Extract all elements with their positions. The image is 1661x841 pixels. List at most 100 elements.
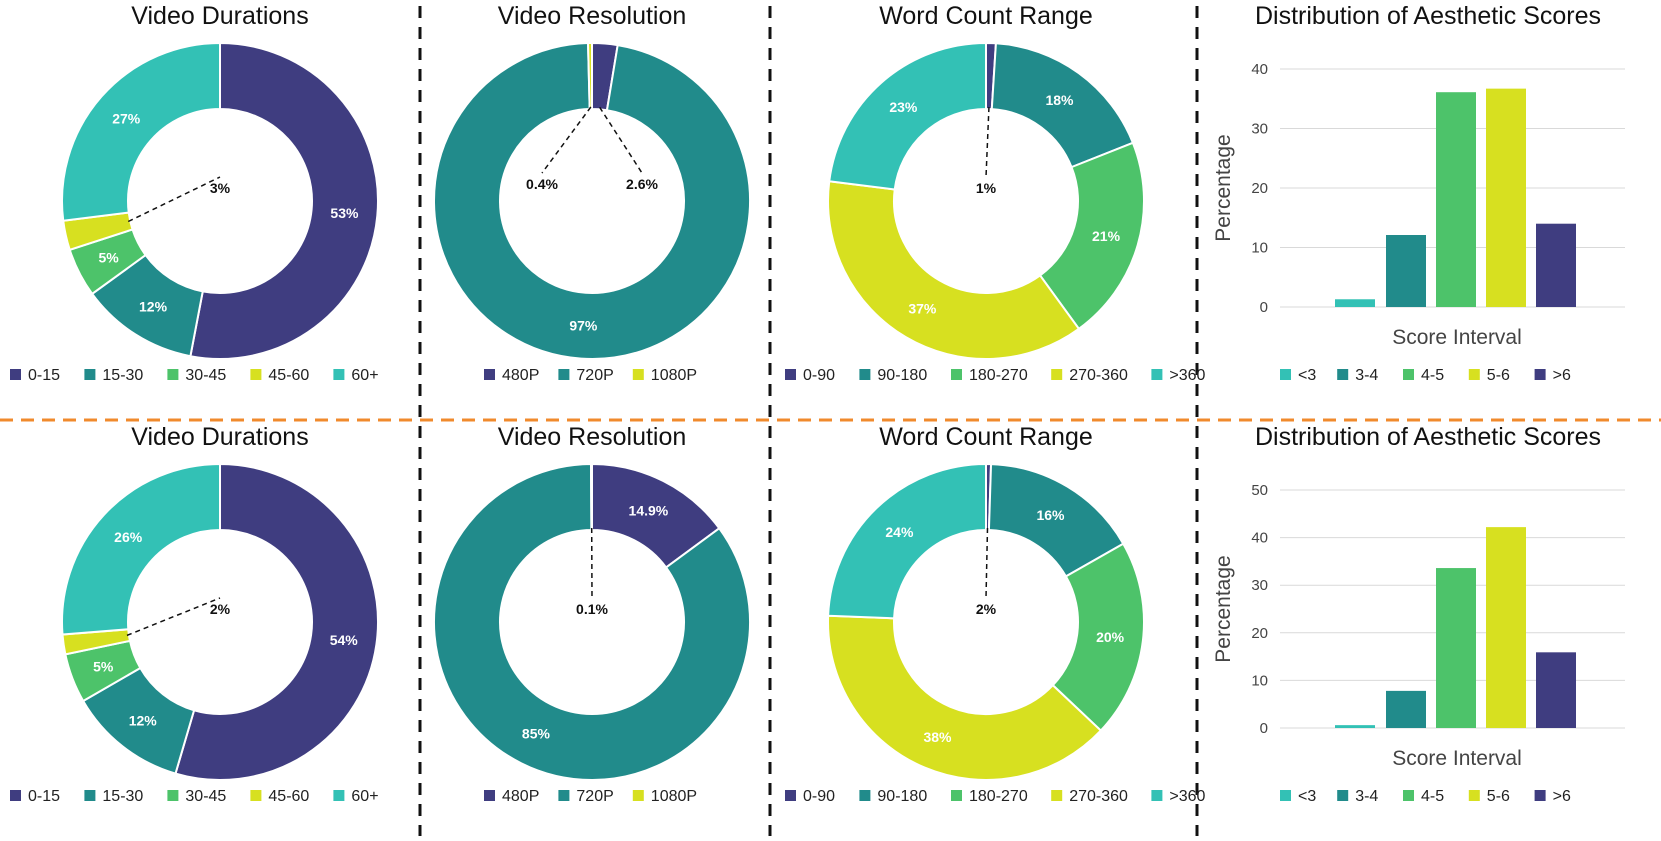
legend-swatch <box>1468 369 1480 380</box>
slice-label: 18% <box>1045 92 1074 108</box>
bar <box>1536 652 1576 728</box>
y-axis-label: Percentage <box>1212 555 1235 662</box>
slice-label: 23% <box>889 99 918 115</box>
legend-swatch <box>1403 369 1414 380</box>
legend-swatch <box>10 790 21 801</box>
legend-swatch <box>1337 790 1349 801</box>
donut-slice <box>827 614 1103 781</box>
legend-label: 1080P <box>651 788 697 805</box>
y-tick-label: 20 <box>1251 625 1268 642</box>
legend-label: <3 <box>1298 788 1316 805</box>
bar <box>1386 235 1426 307</box>
bar <box>1486 88 1526 307</box>
legend-label: 480P <box>502 788 539 805</box>
legend-swatch <box>250 369 262 380</box>
slice-label: 85% <box>522 726 551 742</box>
legend-label: 30-45 <box>185 788 226 805</box>
slice-label: 16% <box>1036 507 1065 523</box>
legend-label: 720P <box>576 367 613 384</box>
chart-title: Video Resolution <box>498 2 687 30</box>
legend-swatch <box>951 790 962 801</box>
y-tick-label: 10 <box>1251 672 1268 689</box>
y-tick-label: 20 <box>1251 180 1268 197</box>
legend-label: 15-30 <box>102 788 143 805</box>
legend-label: 180-270 <box>969 367 1028 384</box>
legend-swatch <box>1151 369 1163 380</box>
donut-slice <box>189 41 380 360</box>
chart-title: Video Resolution <box>498 423 687 451</box>
legend-label: 4-5 <box>1421 367 1444 384</box>
donut-slice <box>61 462 221 636</box>
slice-label: 0.1% <box>576 601 608 617</box>
legend-label: 90-180 <box>877 788 927 805</box>
slice-label: 26% <box>114 529 143 545</box>
y-tick-label: 50 <box>1251 482 1268 499</box>
chart-title: Distribution of Aesthetic Scores <box>1255 2 1601 30</box>
legend-label: 3-4 <box>1355 367 1378 384</box>
legend-swatch <box>1337 369 1349 380</box>
leader-line <box>127 176 221 223</box>
legend-label: 60+ <box>351 367 378 384</box>
legend-swatch <box>10 369 21 380</box>
slice-label: 38% <box>923 729 952 745</box>
bar <box>1335 299 1375 307</box>
bar <box>1335 725 1375 728</box>
slice-label: 2.6% <box>626 176 658 192</box>
slice-label: 2% <box>210 601 231 617</box>
donut-slice <box>61 41 221 222</box>
legend-swatch <box>1051 790 1063 801</box>
legend-swatch <box>558 369 570 380</box>
chart-title: Word Count Range <box>879 2 1093 30</box>
donut-slice <box>174 462 379 781</box>
leader-line <box>599 106 643 174</box>
legend-swatch <box>1468 790 1480 801</box>
slice-label: 5% <box>93 659 114 675</box>
legend-label: 45-60 <box>268 367 309 384</box>
bar <box>1536 223 1576 307</box>
legend-swatch <box>1051 369 1063 380</box>
legend-label: 0-90 <box>803 367 835 384</box>
legend-swatch <box>1534 790 1546 801</box>
legend-label: 45-60 <box>268 788 309 805</box>
slice-label: 97% <box>569 318 598 334</box>
y-tick-label: 30 <box>1251 121 1268 138</box>
legend-label: 0-90 <box>803 788 835 805</box>
donut-slice <box>587 41 593 111</box>
legend-swatch <box>167 790 179 801</box>
slice-label: 5% <box>99 250 120 266</box>
legend-swatch <box>250 790 262 801</box>
donut-slice <box>590 462 593 532</box>
legend-swatch <box>785 790 796 801</box>
slice-label: 37% <box>908 301 937 317</box>
legend-label: 270-360 <box>1069 788 1128 805</box>
y-tick-label: 10 <box>1251 240 1268 257</box>
slice-label: 12% <box>139 299 168 315</box>
legend-swatch <box>1280 369 1291 380</box>
legend-label: 15-30 <box>102 367 143 384</box>
charts-layer: Video Durations 53% 12% 5% 3% 27% 0-15 15-30 30-… <box>10 2 1625 805</box>
legend-label: <3 <box>1298 367 1316 384</box>
leader-line <box>985 527 989 599</box>
legend-swatch <box>785 369 796 380</box>
legend-label: 3-4 <box>1355 788 1378 805</box>
y-tick-label: 0 <box>1260 299 1268 316</box>
slice-label: 1% <box>976 180 997 196</box>
legend-label: 30-45 <box>185 367 226 384</box>
slice-label: 12% <box>129 712 158 728</box>
legend-label: 180-270 <box>969 788 1028 805</box>
legend-swatch <box>1403 790 1414 801</box>
legend-label: 270-360 <box>1069 367 1128 384</box>
legend-label: >6 <box>1553 788 1571 805</box>
legend-label: 0-15 <box>28 788 60 805</box>
legend-label: 4-5 <box>1421 788 1444 805</box>
leader-line <box>985 107 990 178</box>
y-tick-label: 0 <box>1260 720 1268 737</box>
x-axis-label: Score Interval <box>1392 326 1522 349</box>
donut-slice <box>433 42 751 360</box>
slice-label: 3% <box>210 180 231 196</box>
legend-label: 5-6 <box>1487 367 1510 384</box>
y-tick-label: 30 <box>1251 577 1268 594</box>
slice-label: 24% <box>885 524 914 540</box>
donut-slice <box>828 41 987 191</box>
